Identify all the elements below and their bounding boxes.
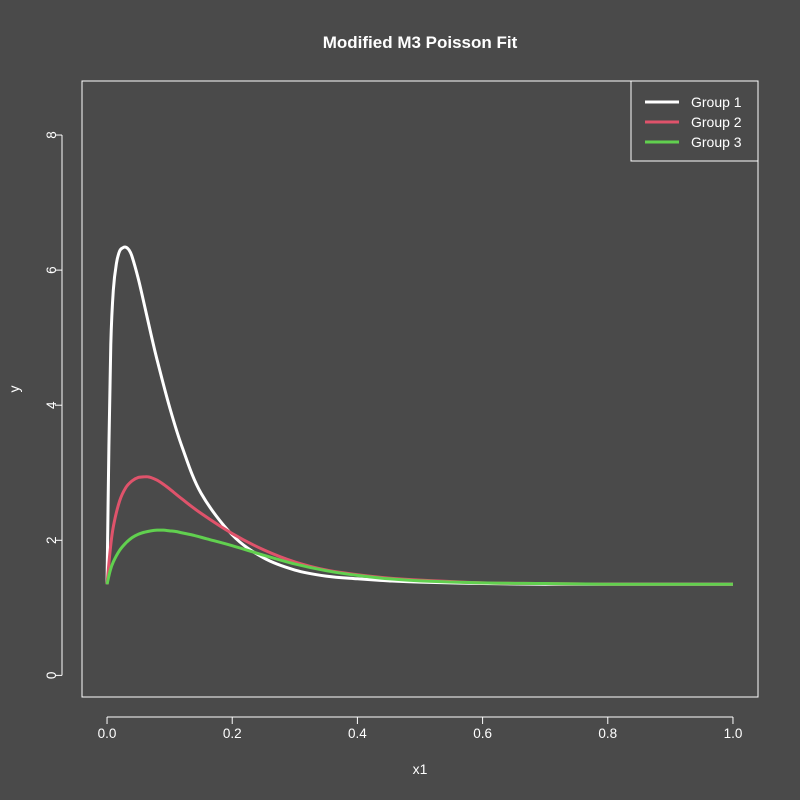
x-axis-label: x1 [413,761,428,777]
x-tick-label: 0.8 [598,726,617,741]
y-tick-label: 0 [44,672,59,680]
x-tick-label: 0.2 [223,726,242,741]
y-tick-label: 6 [44,266,59,274]
series-line-group-3 [105,528,733,586]
y-tick-label: 8 [44,131,59,139]
x-tick-label: 0.0 [98,726,117,741]
chart-title: Modified M3 Poisson Fit [323,33,518,52]
y-axis-label: y [6,386,22,393]
series-layer [105,245,733,586]
plot-frame [81,80,759,698]
x-axis: 0.0 0.2 0.4 0.6 0.8 1.0 [98,716,743,741]
series-line-group-1 [105,245,733,586]
x-tick-label: 1.0 [724,726,743,741]
legend-label-group-2: Group 2 [691,114,742,130]
y-axis: 0 2 4 6 8 [44,131,63,680]
legend-label-group-1: Group 1 [691,94,742,110]
legend: Group 1 Group 2 Group 3 [630,80,759,162]
legend-label-group-3: Group 3 [691,134,742,150]
x-tick-label: 0.6 [473,726,492,741]
y-tick-label: 4 [44,401,59,409]
x-tick-label: 0.4 [348,726,367,741]
y-tick-label: 2 [44,537,59,545]
